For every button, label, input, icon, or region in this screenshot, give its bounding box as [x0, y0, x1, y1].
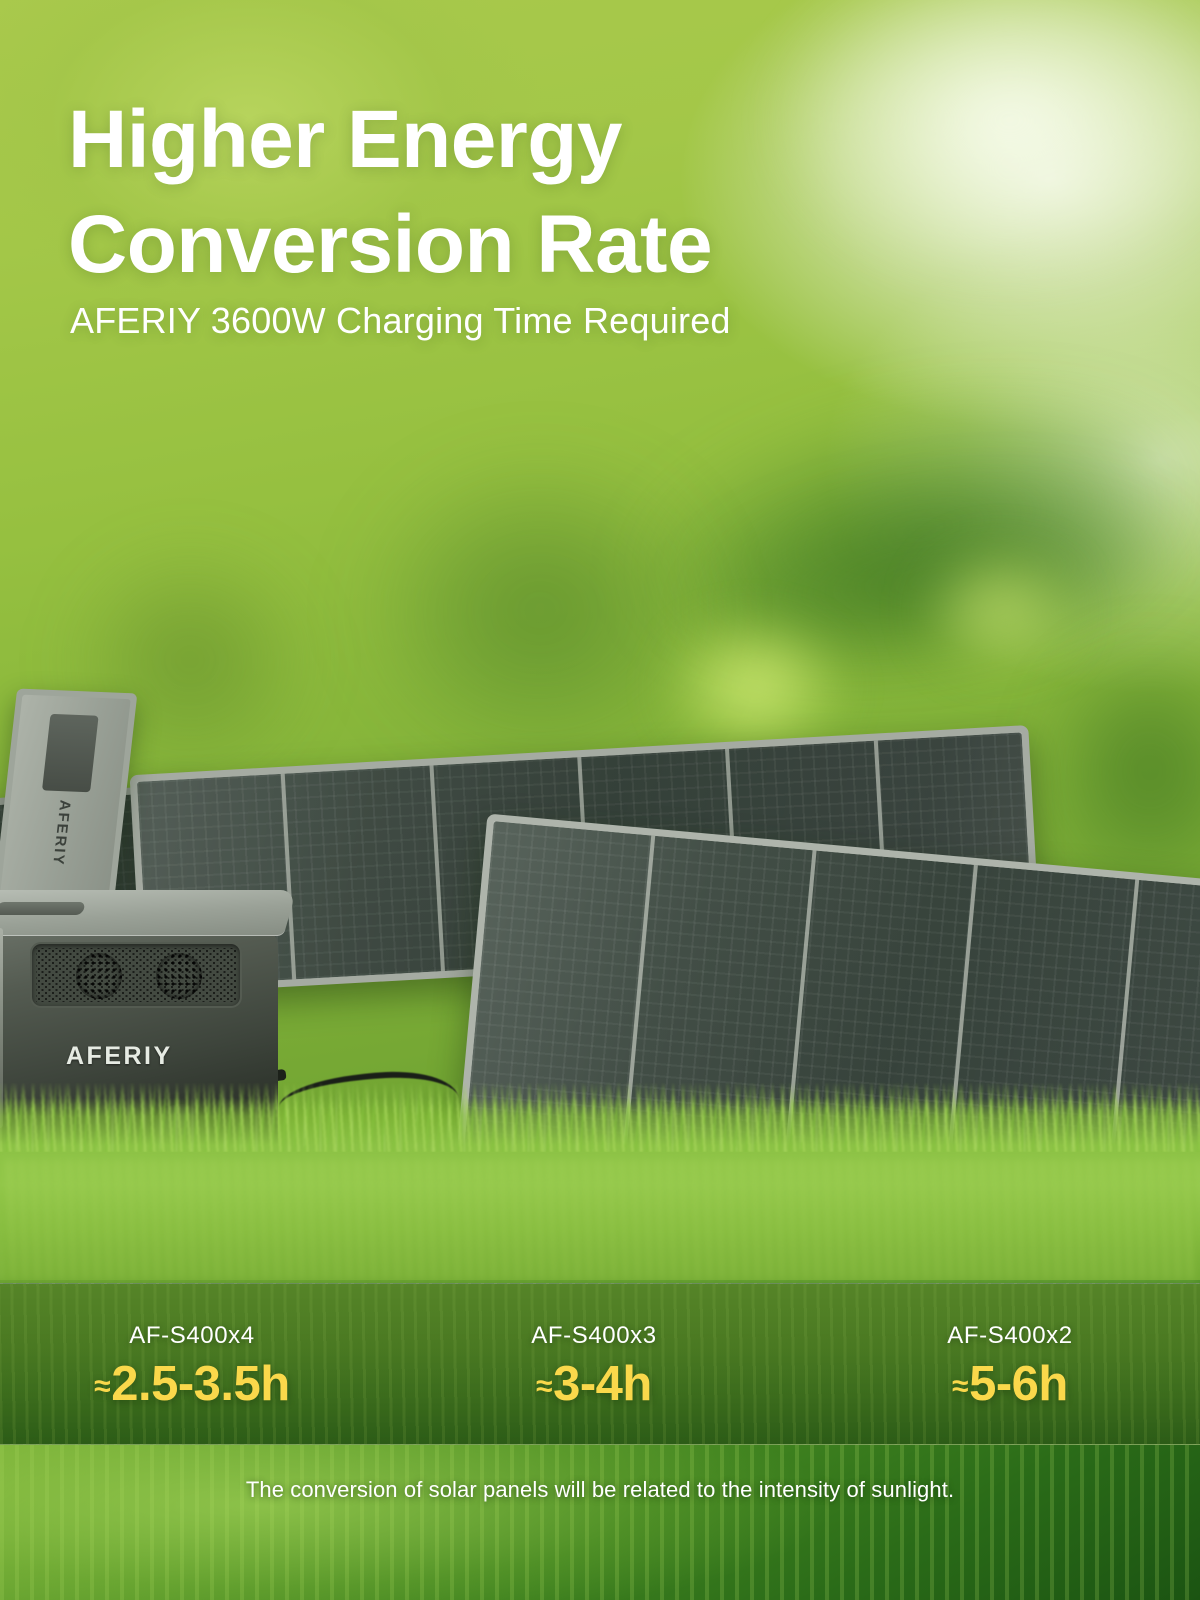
footer-disclaimer: The conversion of solar panels will be r…: [245, 1477, 955, 1502]
station-handle: [0, 902, 86, 915]
station-brand-logo: AFERIY: [66, 1042, 173, 1070]
stat-duration: 2.5-3.5h: [111, 1357, 290, 1411]
cooling-fan-left: [76, 953, 122, 999]
stat-duration: 3-4h: [553, 1357, 652, 1411]
page-title: Higher Energy Conversion Rate: [68, 94, 713, 290]
charging-time-stats-band: AF-S400x4 ≈2.5-3.5h AF-S400x3 ≈3-4h AF-S…: [0, 1283, 1200, 1445]
panel-brand-logo: AFERIY: [49, 799, 74, 867]
approx-symbol: ≈: [94, 1370, 111, 1403]
stat-value: ≈3-4h: [394, 1356, 794, 1412]
approx-symbol: ≈: [536, 1370, 553, 1403]
stat-label: AF-S400x4: [129, 1322, 255, 1349]
stats-grid: AF-S400x4 ≈2.5-3.5h AF-S400x3 ≈3-4h AF-S…: [0, 1284, 1200, 1444]
stat-label: AF-S400x3: [531, 1322, 657, 1349]
stat-column-af-s400x3: AF-S400x3 ≈3-4h: [394, 1316, 794, 1412]
page-subtitle: AFERIY 3600W Charging Time Required: [70, 300, 731, 341]
product-scene: AFERIY AFERIY: [0, 688, 1200, 1280]
stat-value: ≈2.5-3.5h: [0, 1356, 392, 1412]
station-vent-grille: [30, 942, 242, 1008]
grass-blade-detail: [0, 1082, 1200, 1152]
stat-column-af-s400x4: AF-S400x4 ≈2.5-3.5h: [0, 1316, 392, 1412]
grass-blur-layer: [0, 1160, 1200, 1280]
footer-band: [0, 1445, 1200, 1600]
stat-value: ≈5-6h: [810, 1356, 1200, 1412]
kickstand-slot: [42, 713, 99, 793]
stat-duration: 5-6h: [969, 1357, 1068, 1411]
stat-column-af-s400x2: AF-S400x2 ≈5-6h: [810, 1316, 1200, 1412]
station-corner-edge: [0, 928, 3, 1128]
cooling-fan-right: [156, 953, 202, 999]
stat-label: AF-S400x2: [947, 1322, 1073, 1349]
approx-symbol: ≈: [952, 1370, 969, 1403]
